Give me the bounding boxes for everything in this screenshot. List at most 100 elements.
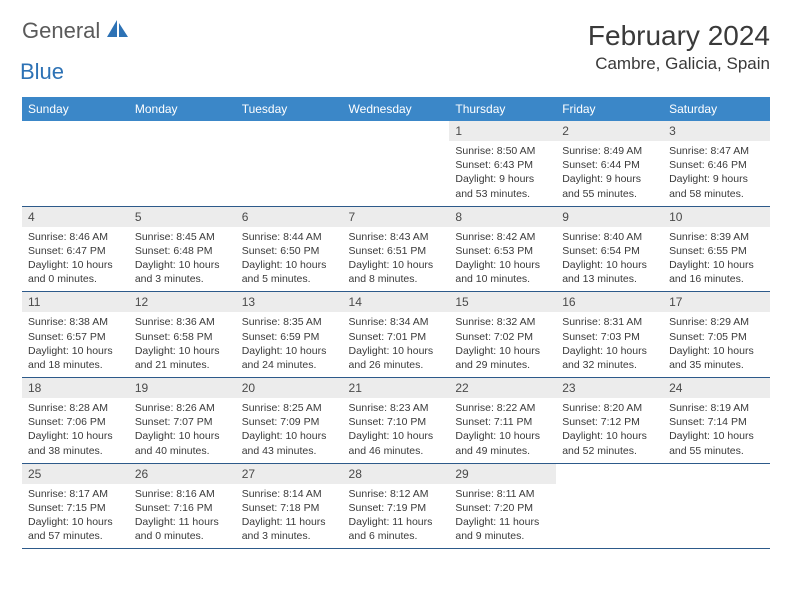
day-details: Sunrise: 8:26 AMSunset: 7:07 PMDaylight:… [129,398,236,463]
day-details: Sunrise: 8:40 AMSunset: 6:54 PMDaylight:… [556,227,663,292]
location: Cambre, Galicia, Spain [588,54,770,74]
day-number: 11 [22,292,129,312]
calendar-day-cell: 24Sunrise: 8:19 AMSunset: 7:14 PMDayligh… [663,378,770,464]
day-number: 18 [22,378,129,398]
logo: General Blue [22,20,129,83]
calendar-day-cell [22,121,129,206]
weekday-header: Saturday [663,97,770,121]
calendar-day-cell [129,121,236,206]
calendar-day-cell: 12Sunrise: 8:36 AMSunset: 6:58 PMDayligh… [129,292,236,378]
day-details: Sunrise: 8:39 AMSunset: 6:55 PMDaylight:… [663,227,770,292]
weekday-header: Monday [129,97,236,121]
day-number: 4 [22,207,129,227]
day-details: Sunrise: 8:36 AMSunset: 6:58 PMDaylight:… [129,312,236,377]
calendar-day-cell: 15Sunrise: 8:32 AMSunset: 7:02 PMDayligh… [449,292,556,378]
weekday-header-row: SundayMondayTuesdayWednesdayThursdayFrid… [22,97,770,121]
calendar-day-cell: 10Sunrise: 8:39 AMSunset: 6:55 PMDayligh… [663,206,770,292]
day-details: Sunrise: 8:16 AMSunset: 7:16 PMDaylight:… [129,484,236,549]
calendar-day-cell: 29Sunrise: 8:11 AMSunset: 7:20 PMDayligh… [449,463,556,549]
day-number: 17 [663,292,770,312]
calendar-week-row: 25Sunrise: 8:17 AMSunset: 7:15 PMDayligh… [22,463,770,549]
calendar-day-cell [556,463,663,549]
day-details: Sunrise: 8:29 AMSunset: 7:05 PMDaylight:… [663,312,770,377]
day-details: Sunrise: 8:44 AMSunset: 6:50 PMDaylight:… [236,227,343,292]
calendar-day-cell: 28Sunrise: 8:12 AMSunset: 7:19 PMDayligh… [343,463,450,549]
day-details: Sunrise: 8:25 AMSunset: 7:09 PMDaylight:… [236,398,343,463]
day-number: 5 [129,207,236,227]
calendar-day-cell [663,463,770,549]
logo-text-general: General [22,18,100,43]
calendar-week-row: 1Sunrise: 8:50 AMSunset: 6:43 PMDaylight… [22,121,770,206]
day-number: 16 [556,292,663,312]
day-details: Sunrise: 8:43 AMSunset: 6:51 PMDaylight:… [343,227,450,292]
day-number: 19 [129,378,236,398]
calendar-day-cell: 26Sunrise: 8:16 AMSunset: 7:16 PMDayligh… [129,463,236,549]
calendar-day-cell [343,121,450,206]
calendar-week-row: 18Sunrise: 8:28 AMSunset: 7:06 PMDayligh… [22,378,770,464]
day-number: 26 [129,464,236,484]
day-number: 2 [556,121,663,141]
day-details: Sunrise: 8:34 AMSunset: 7:01 PMDaylight:… [343,312,450,377]
day-number: 14 [343,292,450,312]
day-number: 3 [663,121,770,141]
day-details: Sunrise: 8:11 AMSunset: 7:20 PMDaylight:… [449,484,556,549]
day-details: Sunrise: 8:31 AMSunset: 7:03 PMDaylight:… [556,312,663,377]
calendar-day-cell: 27Sunrise: 8:14 AMSunset: 7:18 PMDayligh… [236,463,343,549]
calendar-day-cell: 11Sunrise: 8:38 AMSunset: 6:57 PMDayligh… [22,292,129,378]
calendar-day-cell: 7Sunrise: 8:43 AMSunset: 6:51 PMDaylight… [343,206,450,292]
calendar-day-cell: 13Sunrise: 8:35 AMSunset: 6:59 PMDayligh… [236,292,343,378]
calendar-day-cell: 3Sunrise: 8:47 AMSunset: 6:46 PMDaylight… [663,121,770,206]
weekday-header: Sunday [22,97,129,121]
day-details: Sunrise: 8:38 AMSunset: 6:57 PMDaylight:… [22,312,129,377]
header: General Blue February 2024 Cambre, Galic… [22,20,770,83]
sail-icon [107,20,129,43]
day-number: 25 [22,464,129,484]
calendar-day-cell: 25Sunrise: 8:17 AMSunset: 7:15 PMDayligh… [22,463,129,549]
day-number: 22 [449,378,556,398]
day-details: Sunrise: 8:50 AMSunset: 6:43 PMDaylight:… [449,141,556,206]
day-details: Sunrise: 8:12 AMSunset: 7:19 PMDaylight:… [343,484,450,549]
day-details: Sunrise: 8:49 AMSunset: 6:44 PMDaylight:… [556,141,663,206]
day-details: Sunrise: 8:45 AMSunset: 6:48 PMDaylight:… [129,227,236,292]
day-number: 15 [449,292,556,312]
calendar-day-cell: 23Sunrise: 8:20 AMSunset: 7:12 PMDayligh… [556,378,663,464]
calendar-day-cell: 6Sunrise: 8:44 AMSunset: 6:50 PMDaylight… [236,206,343,292]
day-details: Sunrise: 8:19 AMSunset: 7:14 PMDaylight:… [663,398,770,463]
calendar-body: 1Sunrise: 8:50 AMSunset: 6:43 PMDaylight… [22,121,770,549]
day-details: Sunrise: 8:14 AMSunset: 7:18 PMDaylight:… [236,484,343,549]
day-number: 1 [449,121,556,141]
day-number: 13 [236,292,343,312]
calendar-day-cell: 9Sunrise: 8:40 AMSunset: 6:54 PMDaylight… [556,206,663,292]
day-number: 9 [556,207,663,227]
day-number: 27 [236,464,343,484]
calendar-day-cell: 19Sunrise: 8:26 AMSunset: 7:07 PMDayligh… [129,378,236,464]
page-title: February 2024 [588,20,770,52]
day-details: Sunrise: 8:20 AMSunset: 7:12 PMDaylight:… [556,398,663,463]
calendar-day-cell: 14Sunrise: 8:34 AMSunset: 7:01 PMDayligh… [343,292,450,378]
day-number: 24 [663,378,770,398]
weekday-header: Friday [556,97,663,121]
day-details: Sunrise: 8:35 AMSunset: 6:59 PMDaylight:… [236,312,343,377]
day-details: Sunrise: 8:46 AMSunset: 6:47 PMDaylight:… [22,227,129,292]
day-number: 28 [343,464,450,484]
calendar-day-cell [236,121,343,206]
day-number: 7 [343,207,450,227]
day-details: Sunrise: 8:42 AMSunset: 6:53 PMDaylight:… [449,227,556,292]
day-details: Sunrise: 8:17 AMSunset: 7:15 PMDaylight:… [22,484,129,549]
day-number: 8 [449,207,556,227]
day-number: 29 [449,464,556,484]
calendar-week-row: 11Sunrise: 8:38 AMSunset: 6:57 PMDayligh… [22,292,770,378]
day-details: Sunrise: 8:32 AMSunset: 7:02 PMDaylight:… [449,312,556,377]
day-number: 23 [556,378,663,398]
calendar-day-cell: 16Sunrise: 8:31 AMSunset: 7:03 PMDayligh… [556,292,663,378]
calendar-day-cell: 21Sunrise: 8:23 AMSunset: 7:10 PMDayligh… [343,378,450,464]
calendar-day-cell: 18Sunrise: 8:28 AMSunset: 7:06 PMDayligh… [22,378,129,464]
day-number: 6 [236,207,343,227]
calendar-day-cell: 8Sunrise: 8:42 AMSunset: 6:53 PMDaylight… [449,206,556,292]
calendar-day-cell: 22Sunrise: 8:22 AMSunset: 7:11 PMDayligh… [449,378,556,464]
title-block: February 2024 Cambre, Galicia, Spain [588,20,770,74]
day-details: Sunrise: 8:28 AMSunset: 7:06 PMDaylight:… [22,398,129,463]
calendar-day-cell: 4Sunrise: 8:46 AMSunset: 6:47 PMDaylight… [22,206,129,292]
calendar-day-cell: 1Sunrise: 8:50 AMSunset: 6:43 PMDaylight… [449,121,556,206]
calendar-day-cell: 2Sunrise: 8:49 AMSunset: 6:44 PMDaylight… [556,121,663,206]
